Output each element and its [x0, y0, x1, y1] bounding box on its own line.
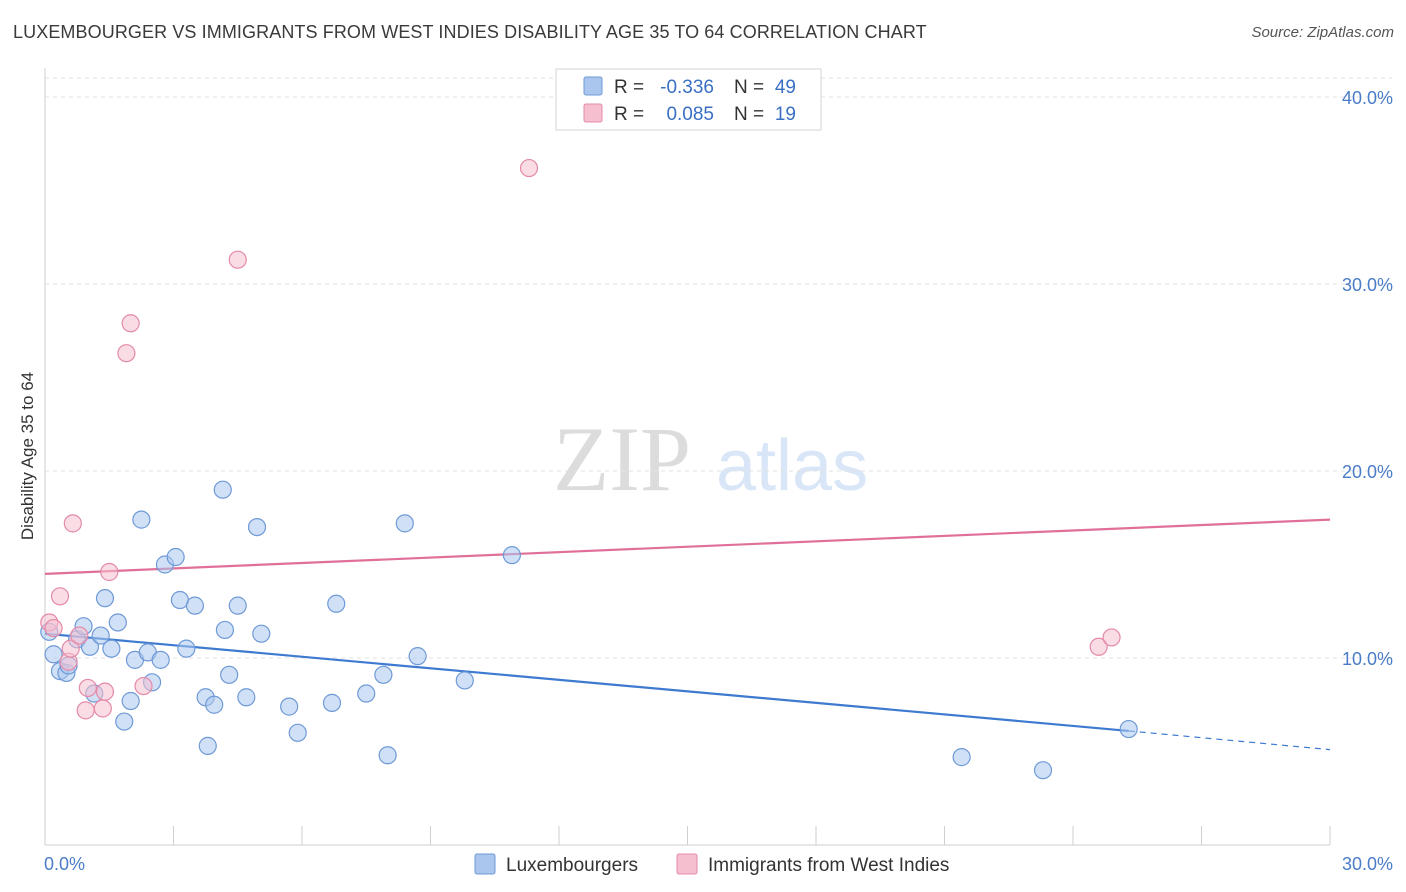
point-west-indies-9	[93, 699, 112, 718]
point-west-indies-16	[519, 158, 539, 178]
point-luxembourger-35	[280, 697, 299, 716]
y-tick-label-2: 30.0%	[1342, 275, 1393, 295]
point-luxembourger-47	[1033, 761, 1053, 780]
x-tick-label-0: 0.0%	[44, 854, 85, 874]
series-legend: Luxembourgers Immigrants from West Indie…	[474, 853, 949, 876]
point-luxembourger-28	[213, 480, 232, 499]
legend-r-value-2: 0.085	[666, 104, 714, 125]
chart-source: Source: ZipAtlas.com	[1251, 24, 1394, 41]
point-luxembourger-39	[357, 684, 376, 703]
point-luxembourger-16	[132, 510, 151, 529]
y-axis-label: Disability Age 35 to 64	[18, 372, 37, 540]
point-luxembourger-7	[80, 637, 100, 656]
point-luxembourger-42	[395, 514, 414, 533]
trend-line-west-indies	[44, 518, 1331, 575]
x-tick-label-1: 30.0%	[1342, 854, 1393, 874]
point-luxembourger-21	[166, 547, 185, 567]
point-west-indies-14	[134, 676, 153, 696]
legend-n-label-1: N =	[734, 77, 764, 98]
legend-n-value-1: 49	[775, 77, 796, 98]
point-luxembourger-36	[288, 723, 307, 742]
legend-n-label-2: N =	[734, 104, 764, 125]
point-west-indies-1	[44, 618, 63, 638]
gridlines	[45, 77, 1392, 659]
point-luxembourger-32	[237, 688, 256, 707]
point-luxembourger-33	[247, 517, 267, 537]
series-swatch-luxembourgers	[474, 853, 496, 875]
series-label-west-indies: Immigrants from West Indies	[708, 855, 949, 876]
point-luxembourger-31	[228, 596, 247, 615]
point-west-indies-17	[1089, 637, 1108, 656]
point-luxembourger-38	[327, 594, 346, 613]
point-west-indies-10	[95, 682, 115, 701]
series-swatch-west-indies	[676, 853, 698, 875]
point-luxembourger-11	[102, 639, 121, 658]
point-west-indies-15	[228, 250, 247, 269]
trend-line-luxembourger	[44, 632, 1129, 733]
point-luxembourger-43	[408, 647, 427, 666]
point-luxembourger-29	[215, 620, 234, 640]
axes	[44, 68, 1331, 846]
legend-r-label-2: R =	[614, 104, 644, 125]
legend-r-value-1: -0.336	[660, 77, 714, 98]
legend-swatch-pink	[583, 103, 603, 123]
point-west-indies-4	[61, 639, 80, 658]
legend-n-value-2: 19	[775, 104, 796, 125]
point-luxembourger-48	[1119, 719, 1138, 739]
point-luxembourger-37	[322, 693, 342, 712]
point-west-indies-2	[50, 587, 70, 606]
watermark: ZIP atlas	[553, 408, 868, 510]
point-west-indies-7	[76, 701, 95, 720]
watermark-zip: ZIP	[553, 408, 691, 510]
point-luxembourger-40	[374, 665, 393, 684]
y-tick-label-0: 10.0%	[1342, 649, 1393, 669]
point-luxembourger-30	[220, 665, 239, 684]
point-west-indies-13	[121, 314, 140, 333]
chart-title: LUXEMBOURGER VS IMMIGRANTS FROM WEST IND…	[13, 22, 927, 42]
trend-line-extension-luxembourger	[1128, 730, 1331, 751]
data-points	[40, 158, 1138, 780]
point-luxembourger-45	[502, 546, 521, 565]
point-luxembourger-13	[115, 712, 134, 731]
point-west-indies-6	[70, 626, 89, 645]
y-tick-label-1: 20.0%	[1342, 462, 1393, 482]
x-tick-labels: 0.0% 30.0%	[44, 854, 1393, 874]
y-tick-labels: 10.0% 20.0% 30.0% 40.0%	[1342, 88, 1393, 669]
point-luxembourger-1	[44, 645, 63, 664]
point-luxembourger-10	[95, 589, 115, 608]
point-luxembourger-46	[952, 748, 971, 767]
series-label-luxembourgers: Luxembourgers	[506, 855, 638, 876]
legend: R = -0.336 N = 49 R = 0.085 N = 19	[555, 68, 822, 131]
point-luxembourger-23	[177, 639, 196, 658]
point-west-indies-8	[78, 678, 97, 698]
trend-lines	[44, 518, 1331, 751]
point-luxembourger-41	[378, 746, 397, 765]
point-west-indies-18	[1102, 628, 1121, 647]
point-luxembourger-14	[121, 691, 140, 711]
point-luxembourger-12	[108, 613, 127, 632]
point-luxembourger-19	[151, 650, 170, 669]
point-luxembourger-24	[185, 596, 205, 615]
point-luxembourger-27	[205, 695, 224, 714]
legend-r-label-1: R =	[614, 77, 644, 98]
watermark-atlas: atlas	[716, 426, 868, 506]
point-west-indies-12	[117, 344, 136, 363]
point-luxembourger-26	[198, 736, 217, 755]
legend-swatch-blue	[583, 76, 603, 96]
point-luxembourger-34	[252, 624, 271, 643]
point-luxembourger-9	[91, 626, 110, 645]
y-tick-label-3: 40.0%	[1342, 88, 1393, 108]
point-west-indies-5	[63, 514, 82, 533]
point-luxembourger-44	[455, 671, 474, 690]
point-west-indies-11	[100, 562, 119, 582]
